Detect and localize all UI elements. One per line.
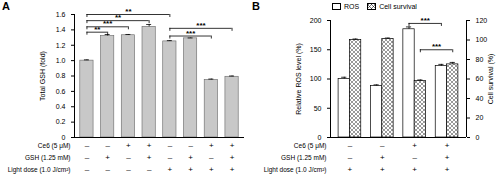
svg-text:–: – [188,141,193,150]
html-text:A: A [2,0,10,12]
svg-text:Total GSH (fold): Total GSH (fold) [39,51,47,101]
svg-text:0.4: 0.4 [56,103,66,110]
svg-text:–: – [85,141,90,150]
svg-text:Relative ROS level (%): Relative ROS level (%) [295,43,303,115]
svg-text:80: 80 [476,56,484,63]
svg-text:60: 60 [476,75,484,82]
html-text:ROS: ROS [344,3,360,10]
svg-text:+: + [445,165,450,174]
svg-text:+: + [445,141,450,150]
svg-text:0.8: 0.8 [56,72,66,79]
svg-text:Light dose (1.0 J/cm²): Light dose (1.0 J/cm²) [8,166,71,174]
html-text:B: B [252,0,260,12]
svg-text:+: + [168,165,173,174]
svg-text:–: – [168,141,173,150]
svg-text:200: 200 [310,17,322,24]
svg-text:**: ** [94,25,101,34]
svg-text:20: 20 [476,114,484,121]
svg-text:–: – [105,141,110,150]
svg-text:+: + [348,165,353,174]
svg-text:–: – [85,165,90,174]
svg-text:1.0: 1.0 [56,57,66,64]
svg-text:**: ** [125,7,132,16]
svg-text:–: – [168,153,173,162]
svg-text:–: – [348,141,353,150]
svg-text:–: – [209,153,214,162]
svg-text:***: *** [196,21,206,30]
svg-text:+: + [412,141,417,150]
svg-text:1.6: 1.6 [56,11,66,18]
svg-text:+: + [230,153,235,162]
svg-text:+: + [209,165,214,174]
svg-text:0.2: 0.2 [56,118,66,125]
svg-text:Ce6 (5 μM): Ce6 (5 μM) [38,142,71,150]
svg-text:40: 40 [476,95,484,102]
svg-text:***: *** [421,16,431,25]
svg-text:+: + [230,165,235,174]
svg-text:***: *** [103,19,113,28]
svg-text:–: – [126,165,131,174]
svg-text:+: + [230,141,235,150]
svg-text:+: + [209,141,214,150]
svg-text:–: – [85,153,90,162]
svg-text:+: + [445,153,450,162]
svg-text:–: – [126,153,131,162]
svg-text:120: 120 [476,17,488,24]
svg-text:+: + [380,153,385,162]
svg-text:0: 0 [318,134,322,141]
svg-text:Light dose (1.0 J/cm²): Light dose (1.0 J/cm²) [264,166,327,174]
svg-text:0.6: 0.6 [56,88,66,95]
svg-text:+: + [380,165,385,174]
svg-text:1.2: 1.2 [56,41,66,48]
svg-text:***: *** [432,42,442,51]
svg-text:**: ** [115,13,122,22]
svg-text:+: + [105,153,110,162]
svg-text:0: 0 [476,134,480,141]
svg-text:0: 0 [62,134,66,141]
svg-text:+: + [188,153,193,162]
svg-text:50: 50 [314,104,322,111]
svg-text:–: – [348,153,353,162]
svg-text:+: + [188,165,193,174]
svg-text:150: 150 [310,46,322,53]
svg-text:GSH (1.25 mM): GSH (1.25 mM) [25,154,71,162]
svg-text:+: + [147,153,152,162]
svg-text:–: – [412,153,417,162]
svg-text:+: + [412,165,417,174]
svg-text:Cell survival (%): Cell survival (%) [487,54,495,105]
svg-text:–: – [105,165,110,174]
svg-text:1.4: 1.4 [56,26,66,33]
svg-text:***: *** [186,29,196,38]
svg-text:GSH (1.25 mM): GSH (1.25 mM) [281,154,327,162]
svg-text:100: 100 [310,75,322,82]
svg-text:+: + [126,141,131,150]
html-text:Cell survival: Cell survival [379,3,417,10]
svg-text:–: – [380,141,385,150]
svg-text:100: 100 [476,36,488,43]
svg-text:Ce6 (5 μM): Ce6 (5 μM) [294,142,327,150]
svg-text:–: – [147,165,152,174]
svg-text:+: + [147,141,152,150]
